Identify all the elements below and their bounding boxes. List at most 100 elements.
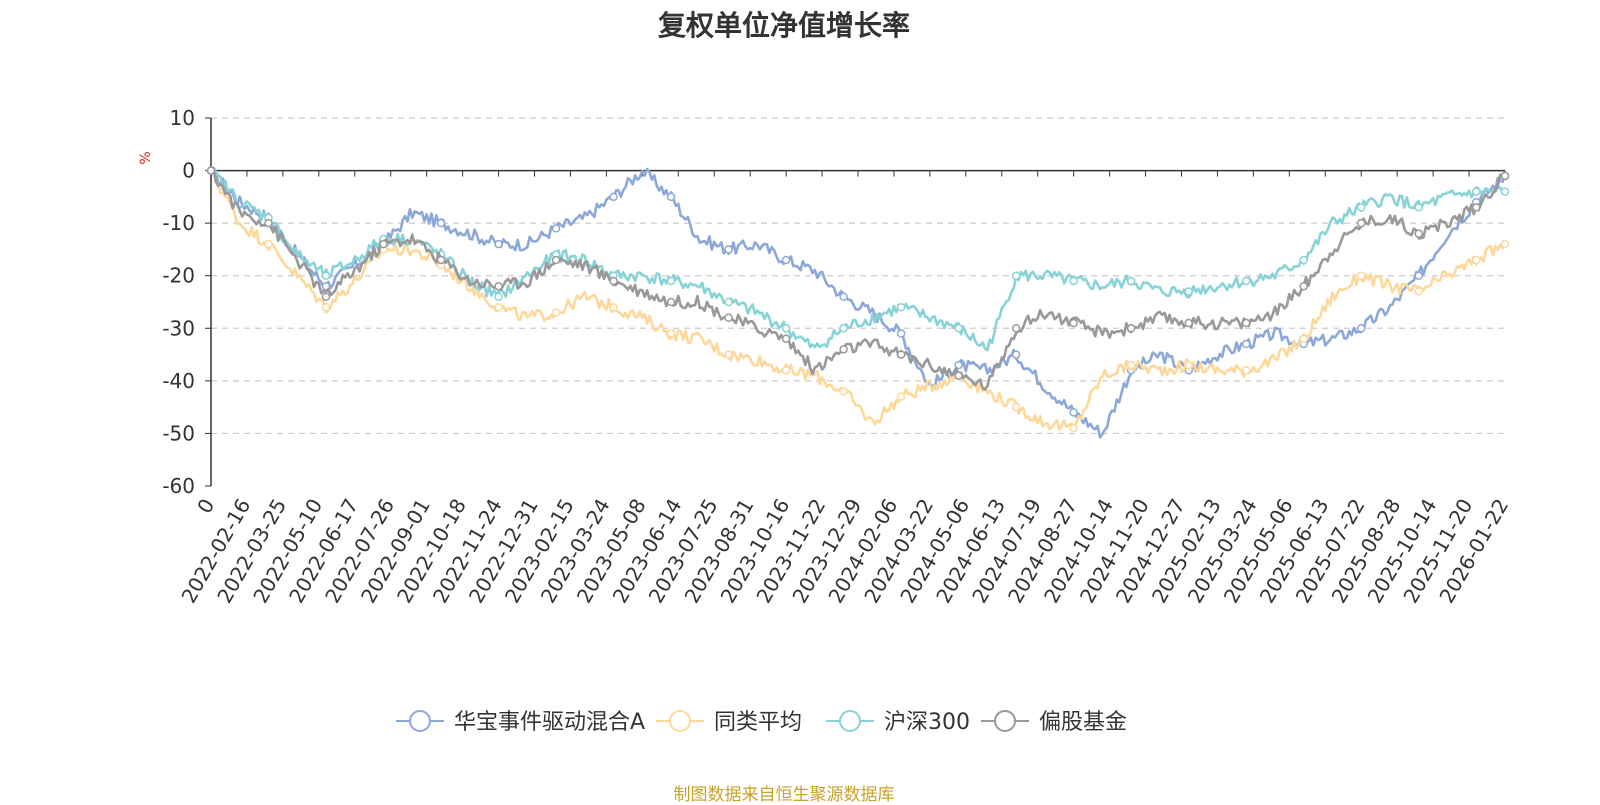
data-point: [436, 218, 446, 228]
data-point: [724, 245, 733, 254]
data-point: [1471, 187, 1481, 196]
series-lines: [206, 166, 1510, 439]
data-point: [1126, 324, 1136, 333]
data-point: [1414, 287, 1423, 296]
data-point: [896, 303, 906, 312]
data-point: [436, 255, 446, 265]
x-tick-label: 0: [192, 495, 219, 518]
data-point: [724, 297, 733, 307]
series-line: [210, 166, 1506, 391]
data-point: [379, 239, 388, 249]
data-point: [1126, 360, 1136, 370]
data-point: [1471, 203, 1481, 212]
axes: 100-10-20-30-40-50-6002022-02-162022-03-…: [162, 106, 1513, 607]
y-tick-label: -60: [162, 474, 195, 498]
data-point: [494, 292, 503, 301]
data-point: [1011, 271, 1021, 280]
data-point: [666, 276, 676, 286]
data-point: [666, 192, 676, 202]
data-point: [666, 329, 676, 338]
data-point: [494, 281, 503, 291]
data-point: [264, 218, 273, 228]
line-chart: % 100-10-20-30-40-50-6002022-02-162022-0…: [138, 106, 1513, 735]
legend-label: 沪深300: [884, 710, 970, 735]
data-point: [1414, 203, 1423, 212]
data-point: [724, 350, 733, 359]
y-axis-unit-label: %: [138, 151, 154, 164]
data-point: [839, 324, 848, 333]
data-point: [1471, 255, 1481, 265]
data-point: [781, 366, 791, 375]
data-point: [1500, 239, 1510, 249]
data-point: [1126, 276, 1136, 286]
data-point: [781, 255, 791, 265]
data-point: [1414, 271, 1423, 280]
data-point: [206, 166, 216, 175]
data-point: [896, 329, 906, 338]
data-point: [1241, 276, 1251, 286]
data-point: [321, 303, 331, 312]
data-point: [1069, 408, 1078, 417]
data-point: [494, 303, 503, 312]
chart-title: 复权单位净值增长率: [657, 9, 910, 42]
data-point: [896, 350, 906, 359]
data-point: [839, 345, 848, 354]
data-point: [839, 292, 848, 301]
data-point: [954, 324, 963, 333]
y-tick-label: -30: [162, 316, 195, 340]
data-point: [1011, 350, 1021, 359]
data-point: [1069, 318, 1078, 328]
data-point: [1184, 318, 1193, 328]
data-point: [551, 224, 561, 233]
y-tick-label: 10: [170, 106, 195, 130]
data-point: [1356, 218, 1366, 228]
data-point: [1356, 271, 1366, 280]
series-line: [209, 166, 1506, 352]
data-point: [954, 371, 963, 380]
data-point: [1299, 334, 1308, 344]
data-point: [1011, 324, 1021, 333]
data-point: [551, 255, 561, 265]
data-point: [1500, 171, 1510, 181]
data-point: [1184, 360, 1193, 370]
data-point: [1241, 339, 1251, 349]
y-tick-label: -50: [162, 421, 195, 445]
data-point: [1500, 187, 1510, 196]
data-point: [609, 303, 618, 312]
data-point: [321, 271, 331, 280]
data-point: [954, 360, 963, 370]
y-tick-label: -40: [162, 369, 195, 393]
legend-label: 华宝事件驱动混合A: [454, 710, 645, 735]
data-point: [264, 239, 273, 249]
data-point: [609, 276, 618, 286]
data-point: [1356, 203, 1366, 212]
series-line: [210, 168, 1507, 431]
legend-marker: [994, 710, 1016, 732]
data-point: [896, 392, 906, 401]
data-point: [781, 334, 791, 344]
y-tick-label: -20: [162, 264, 195, 288]
data-point: [724, 313, 733, 323]
data-point: [1414, 229, 1423, 238]
legend-marker: [669, 710, 691, 732]
data-point: [321, 292, 331, 301]
legend-label: 同类平均: [714, 710, 802, 735]
y-tick-label: -10: [162, 211, 195, 235]
y-tick-label: 0: [182, 159, 195, 183]
legend-label: 偏股基金: [1039, 710, 1127, 735]
data-point: [666, 297, 676, 307]
data-point: [839, 387, 848, 396]
data-point: [1241, 318, 1251, 328]
data-point: [1299, 255, 1308, 265]
data-point: [1011, 402, 1021, 412]
data-point: [494, 239, 503, 249]
data-point: [1299, 281, 1308, 291]
data-point: [1356, 324, 1366, 333]
legend-marker: [839, 710, 861, 732]
data-point: [551, 308, 561, 317]
legend: 华宝事件驱动混合A 同类平均 沪深300 偏股基金: [396, 710, 1127, 735]
data-point: [609, 192, 618, 202]
source-note: 制图数据来自恒生聚源数据库: [673, 785, 895, 805]
data-point: [781, 324, 791, 333]
series-line: [210, 167, 1507, 439]
